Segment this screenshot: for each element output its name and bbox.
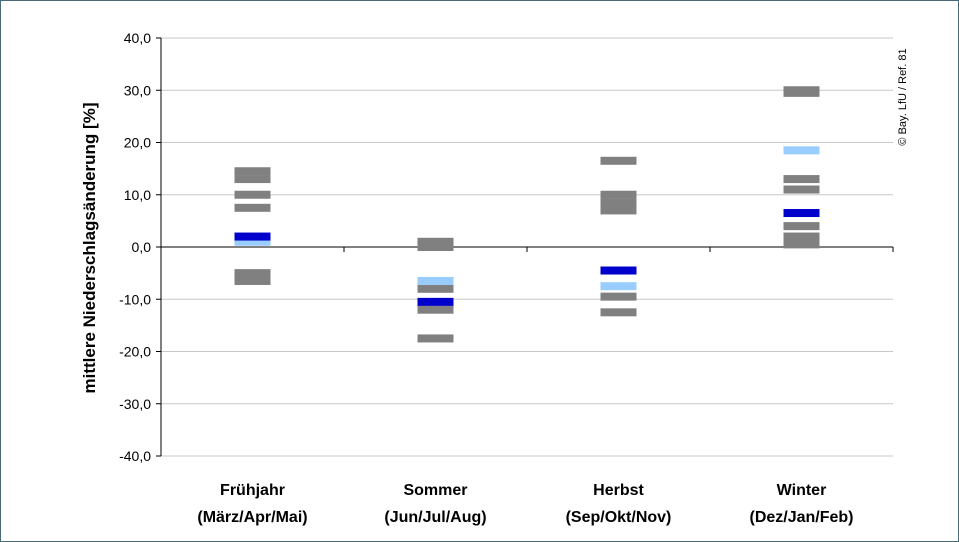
data-point-gray bbox=[234, 269, 271, 278]
category-label: Herbst bbox=[593, 482, 644, 499]
data-point-gray bbox=[783, 185, 820, 194]
y-tick-label: 40,0 bbox=[124, 30, 151, 46]
category-sublabel: (März/Apr/Mai) bbox=[197, 509, 307, 526]
data-point-gray bbox=[234, 175, 271, 184]
category-label: Winter bbox=[777, 482, 827, 499]
y-tick-label: -20,0 bbox=[119, 344, 151, 360]
data-point-lightblue bbox=[417, 276, 454, 285]
data-point-gray bbox=[600, 308, 637, 317]
y-tick-label: 0,0 bbox=[132, 239, 152, 255]
y-axis-title: mittlere Niederschlagsänderung [%] bbox=[80, 103, 99, 394]
y-tick-label: -40,0 bbox=[119, 448, 151, 464]
data-point-gray bbox=[234, 167, 271, 176]
data-point-gray bbox=[417, 284, 454, 293]
category-sublabel: (Sep/Okt/Nov) bbox=[566, 509, 672, 526]
y-tick-label: -30,0 bbox=[119, 396, 151, 412]
data-point-gray bbox=[600, 190, 637, 199]
category-sublabel: (Jun/Jul/Aug) bbox=[384, 509, 486, 526]
copyright-credit: © Bay. LfU / Ref. 81 bbox=[897, 48, 909, 145]
data-point-gray bbox=[600, 198, 637, 207]
data-marks bbox=[234, 86, 820, 343]
data-point-gray bbox=[417, 237, 454, 246]
category-label: Frühjahr bbox=[220, 482, 285, 499]
data-point-gray bbox=[600, 292, 637, 301]
data-point-gray bbox=[417, 305, 454, 314]
data-point-gray bbox=[417, 334, 454, 343]
data-point-blue bbox=[417, 297, 454, 306]
category-labels: Frühjahr (März/Apr/Mai) Sommer (Jun/Jul/Aug… bbox=[197, 482, 853, 526]
data-point-gray bbox=[783, 88, 820, 97]
y-tick-label: 10,0 bbox=[124, 187, 151, 203]
data-point-gray bbox=[234, 276, 271, 285]
data-point-blue bbox=[783, 209, 820, 218]
data-point-blue bbox=[234, 232, 271, 241]
category-label: Sommer bbox=[403, 482, 467, 499]
data-point-lightblue bbox=[600, 282, 637, 291]
data-point-lightblue bbox=[234, 237, 271, 246]
data-point-gray bbox=[783, 222, 820, 231]
data-point-gray bbox=[783, 240, 820, 249]
data-point-gray bbox=[417, 243, 454, 251]
data-point-gray bbox=[234, 203, 271, 212]
gridlines bbox=[161, 37, 893, 457]
y-tick-label: 30,0 bbox=[124, 82, 151, 98]
data-point-gray bbox=[600, 156, 637, 165]
y-tick-label: -10,0 bbox=[119, 291, 151, 307]
y-tick-label: 20,0 bbox=[124, 135, 151, 151]
y-tick-labels: 40,0 30,0 20,0 10,0 0,0 -10,0 -20,0 -30,0 -40,0 bbox=[119, 30, 151, 464]
category-sublabel: (Dez/Jan/Feb) bbox=[749, 509, 853, 526]
axes bbox=[156, 37, 894, 457]
data-point-gray bbox=[783, 175, 820, 184]
data-point-gray bbox=[234, 190, 271, 199]
data-point-blue bbox=[600, 266, 637, 275]
data-point-gray bbox=[783, 232, 820, 241]
data-point-lightblue bbox=[783, 146, 820, 155]
data-point-gray bbox=[600, 206, 637, 215]
